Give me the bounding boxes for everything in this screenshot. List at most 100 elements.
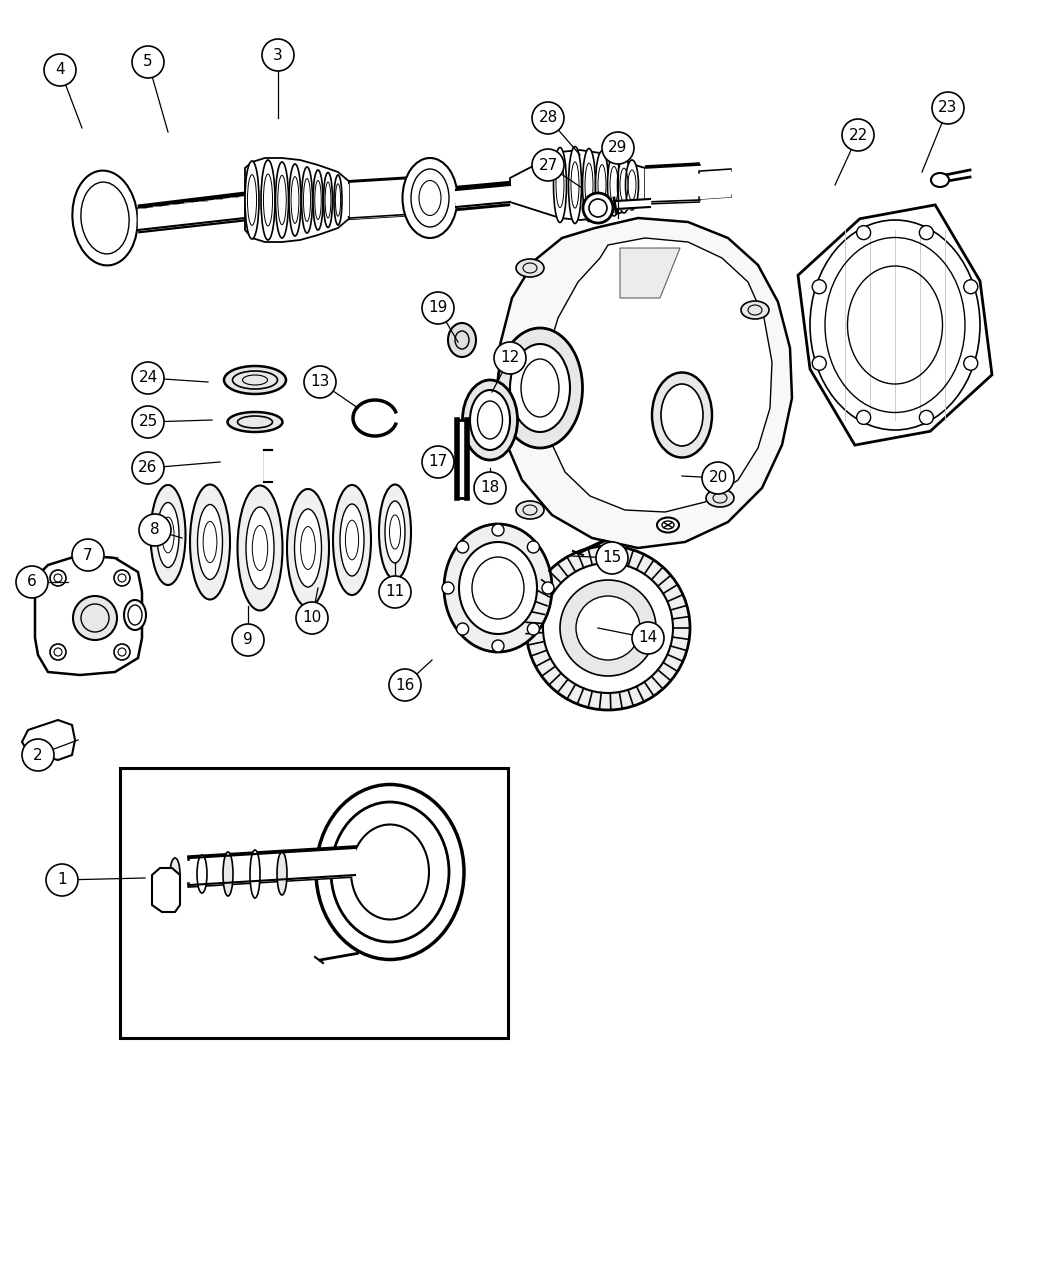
Text: 19: 19 xyxy=(428,301,447,315)
Text: 29: 29 xyxy=(608,140,628,156)
Text: 27: 27 xyxy=(539,158,558,172)
Circle shape xyxy=(920,226,933,240)
Text: 6: 6 xyxy=(27,575,37,589)
Circle shape xyxy=(50,644,66,660)
Ellipse shape xyxy=(657,518,679,533)
Circle shape xyxy=(542,581,554,594)
Circle shape xyxy=(442,581,454,594)
Polygon shape xyxy=(510,150,645,221)
Ellipse shape xyxy=(334,175,342,224)
Ellipse shape xyxy=(170,858,180,890)
Ellipse shape xyxy=(595,150,609,219)
Ellipse shape xyxy=(301,167,313,233)
Ellipse shape xyxy=(228,412,282,432)
Ellipse shape xyxy=(289,164,301,236)
Circle shape xyxy=(494,342,526,374)
Circle shape xyxy=(857,411,870,425)
Text: 8: 8 xyxy=(150,523,160,538)
Circle shape xyxy=(132,453,164,484)
Circle shape xyxy=(964,356,978,370)
Ellipse shape xyxy=(444,524,552,652)
Ellipse shape xyxy=(662,384,704,446)
Polygon shape xyxy=(498,218,792,548)
Ellipse shape xyxy=(333,484,371,595)
Text: 1: 1 xyxy=(57,872,67,887)
Circle shape xyxy=(964,279,978,293)
Ellipse shape xyxy=(275,162,289,238)
Ellipse shape xyxy=(385,501,405,564)
Text: 22: 22 xyxy=(848,128,867,143)
Text: 20: 20 xyxy=(709,470,728,486)
Circle shape xyxy=(114,570,130,586)
Circle shape xyxy=(842,119,874,150)
Circle shape xyxy=(139,514,171,546)
Text: 12: 12 xyxy=(501,351,520,366)
Ellipse shape xyxy=(124,601,146,630)
Ellipse shape xyxy=(197,856,207,892)
Circle shape xyxy=(44,54,76,85)
Circle shape xyxy=(16,566,48,598)
Ellipse shape xyxy=(246,507,274,589)
Ellipse shape xyxy=(379,484,411,580)
Circle shape xyxy=(262,40,294,71)
Polygon shape xyxy=(35,555,142,674)
Circle shape xyxy=(422,292,454,324)
Circle shape xyxy=(632,622,664,654)
Ellipse shape xyxy=(340,504,364,576)
Ellipse shape xyxy=(470,390,510,450)
Ellipse shape xyxy=(448,323,476,357)
Text: 4: 4 xyxy=(56,62,65,78)
Ellipse shape xyxy=(287,490,329,607)
Circle shape xyxy=(857,226,870,240)
Polygon shape xyxy=(245,158,350,242)
Text: 2: 2 xyxy=(34,747,43,762)
Ellipse shape xyxy=(294,509,321,586)
Circle shape xyxy=(232,623,264,657)
Ellipse shape xyxy=(402,158,458,238)
Ellipse shape xyxy=(316,784,464,960)
Circle shape xyxy=(920,411,933,425)
Text: 7: 7 xyxy=(83,547,92,562)
Circle shape xyxy=(813,356,826,370)
Text: 9: 9 xyxy=(244,632,253,648)
Text: 11: 11 xyxy=(385,584,404,599)
Ellipse shape xyxy=(323,172,333,227)
Circle shape xyxy=(22,740,54,771)
Text: 5: 5 xyxy=(143,55,153,70)
Circle shape xyxy=(132,405,164,439)
Ellipse shape xyxy=(516,259,544,277)
Polygon shape xyxy=(152,868,180,912)
Circle shape xyxy=(702,462,734,493)
Ellipse shape xyxy=(197,505,223,580)
Ellipse shape xyxy=(72,171,138,265)
Text: 16: 16 xyxy=(395,677,415,692)
Ellipse shape xyxy=(652,372,712,458)
Ellipse shape xyxy=(261,159,275,240)
Text: 23: 23 xyxy=(939,101,958,116)
Circle shape xyxy=(813,279,826,293)
Text: 14: 14 xyxy=(638,631,657,645)
Text: 15: 15 xyxy=(603,551,622,566)
Polygon shape xyxy=(544,238,772,513)
Circle shape xyxy=(422,446,454,478)
Text: 28: 28 xyxy=(539,111,558,125)
Ellipse shape xyxy=(245,161,259,238)
Circle shape xyxy=(457,541,468,553)
Ellipse shape xyxy=(459,542,537,634)
Ellipse shape xyxy=(250,850,260,898)
Ellipse shape xyxy=(223,852,233,896)
Polygon shape xyxy=(620,249,680,298)
Ellipse shape xyxy=(498,328,583,448)
Text: 25: 25 xyxy=(139,414,157,430)
Circle shape xyxy=(526,546,690,710)
Circle shape xyxy=(474,472,506,504)
Circle shape xyxy=(114,644,130,660)
Ellipse shape xyxy=(617,157,630,213)
Circle shape xyxy=(50,570,66,586)
Circle shape xyxy=(492,524,504,536)
Circle shape xyxy=(388,669,421,701)
Circle shape xyxy=(304,366,336,398)
Circle shape xyxy=(132,362,164,394)
Ellipse shape xyxy=(568,147,582,223)
Ellipse shape xyxy=(583,193,613,223)
